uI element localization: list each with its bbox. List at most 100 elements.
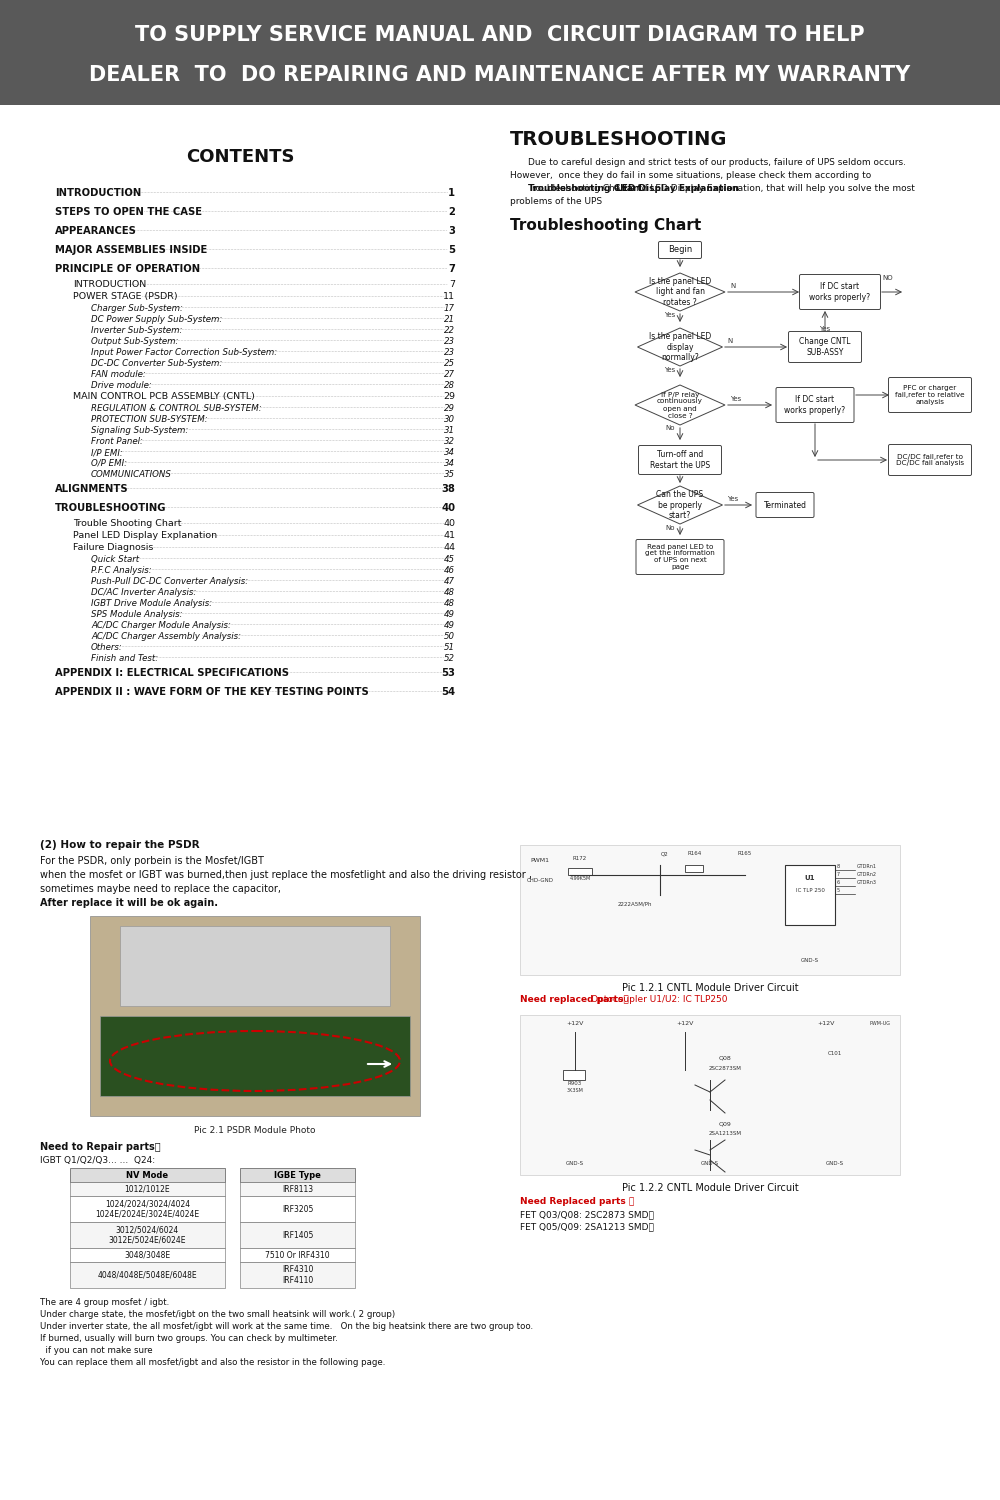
Text: problems of the UPS: problems of the UPS xyxy=(510,196,602,206)
Text: INTRODUCTION: INTRODUCTION xyxy=(73,280,146,290)
Text: PWM-UG: PWM-UG xyxy=(869,1022,890,1026)
FancyBboxPatch shape xyxy=(776,387,854,423)
Text: 31: 31 xyxy=(444,426,455,435)
Text: Due to careful design and strict tests of our products, failure of UPS seldom oc: Due to careful design and strict tests o… xyxy=(528,158,906,166)
Text: Begin: Begin xyxy=(668,246,692,255)
Polygon shape xyxy=(638,328,722,366)
Text: DC-DC Converter Sub-System:: DC-DC Converter Sub-System: xyxy=(91,358,222,368)
Text: FET Q03/Q08: 2SC2873 SMD；: FET Q03/Q08: 2SC2873 SMD； xyxy=(520,1210,654,1219)
Text: 2SA1213SM: 2SA1213SM xyxy=(708,1131,742,1136)
Text: Finish and Test:: Finish and Test: xyxy=(91,654,158,663)
Text: IRF4310
IRF4110: IRF4310 IRF4110 xyxy=(282,1266,313,1284)
Text: 51: 51 xyxy=(444,644,455,652)
Text: 49: 49 xyxy=(444,621,455,630)
Text: IGBT Drive Module Analysis:: IGBT Drive Module Analysis: xyxy=(91,598,212,608)
Polygon shape xyxy=(635,386,725,424)
FancyBboxPatch shape xyxy=(658,242,702,258)
Text: 1012/1012E: 1012/1012E xyxy=(125,1185,170,1194)
Text: Is the panel LED
light and fan
rotates ?: Is the panel LED light and fan rotates ? xyxy=(649,278,711,308)
Text: Troubleshooting Chart and LED Display Explanation, that will help you solve the : Troubleshooting Chart and LED Display Ex… xyxy=(528,184,915,194)
Text: Signaling Sub-System:: Signaling Sub-System: xyxy=(91,426,188,435)
Text: GND-S: GND-S xyxy=(566,1161,584,1166)
FancyBboxPatch shape xyxy=(889,444,972,476)
Bar xyxy=(563,1070,585,1080)
Polygon shape xyxy=(635,273,725,310)
Text: GND-S: GND-S xyxy=(801,958,819,963)
Text: If DC start
works properly?: If DC start works properly? xyxy=(784,396,846,414)
Text: 8: 8 xyxy=(837,864,840,868)
Text: POWER STAGE (PSDR): POWER STAGE (PSDR) xyxy=(73,292,178,302)
Text: 44: 44 xyxy=(443,543,455,552)
Text: IRF1405: IRF1405 xyxy=(282,1230,313,1239)
Bar xyxy=(240,1248,355,1262)
Text: 3: 3 xyxy=(448,226,455,236)
Text: 29: 29 xyxy=(444,404,455,412)
Bar xyxy=(0,0,1000,105)
Bar xyxy=(520,844,900,975)
Text: 30: 30 xyxy=(444,416,455,424)
Text: You can replace them all mosfet/igbt and also the resistor in the following page: You can replace them all mosfet/igbt and… xyxy=(40,1358,385,1366)
Text: PRINCIPLE OF OPERATION: PRINCIPLE OF OPERATION xyxy=(55,264,200,274)
Text: IGBE Type: IGBE Type xyxy=(274,1170,321,1179)
Bar xyxy=(70,1222,225,1248)
Text: Output Sub-System:: Output Sub-System: xyxy=(91,338,178,346)
Text: AC/DC Charger Module Analysis:: AC/DC Charger Module Analysis: xyxy=(91,621,231,630)
Text: Read panel LED to
get the information
of UPS on next
page: Read panel LED to get the information of… xyxy=(645,543,715,570)
FancyBboxPatch shape xyxy=(756,492,814,517)
Text: 4.99K5M: 4.99K5M xyxy=(569,876,591,880)
Text: I/P EMI:: I/P EMI: xyxy=(91,448,123,458)
Text: 1024/2024/3024/4024
1024E/2024E/3024E/4024E: 1024/2024/3024/4024 1024E/2024E/3024E/40… xyxy=(95,1200,200,1218)
Text: TROUBLESHOOTING: TROUBLESHOOTING xyxy=(55,503,166,513)
Text: No: No xyxy=(666,424,675,430)
Text: GND-S: GND-S xyxy=(826,1161,844,1166)
Text: Need replaced parts：: Need replaced parts： xyxy=(520,994,632,1004)
Text: 35: 35 xyxy=(444,470,455,478)
Text: 23: 23 xyxy=(444,338,455,346)
Text: Yes: Yes xyxy=(664,312,675,318)
Text: 7: 7 xyxy=(449,280,455,290)
Text: GND-S: GND-S xyxy=(701,1161,719,1166)
Bar xyxy=(685,865,703,871)
Text: R903: R903 xyxy=(568,1082,582,1086)
Bar xyxy=(100,1016,410,1096)
Text: 25: 25 xyxy=(444,358,455,368)
Text: After replace it will be ok again.: After replace it will be ok again. xyxy=(40,898,218,908)
Text: DC/DC fail,refer to
DC/DC fail analysis: DC/DC fail,refer to DC/DC fail analysis xyxy=(896,453,964,466)
Text: IRF8113: IRF8113 xyxy=(282,1185,313,1194)
Text: 40: 40 xyxy=(441,503,455,513)
Text: when the mosfet or IGBT was burned,then just replace the mosfetlight and also th: when the mosfet or IGBT was burned,then … xyxy=(40,870,532,880)
Text: APPENDIX II : WAVE FORM OF THE KEY TESTING POINTS: APPENDIX II : WAVE FORM OF THE KEY TESTI… xyxy=(55,687,369,698)
Bar xyxy=(240,1168,355,1182)
Text: For the PSDR, only porbein is the Mosfet/IGBT: For the PSDR, only porbein is the Mosfet… xyxy=(40,856,264,865)
Text: DC/AC Inverter Analysis:: DC/AC Inverter Analysis: xyxy=(91,588,196,597)
Text: R165: R165 xyxy=(738,850,752,856)
Text: GTDRn3: GTDRn3 xyxy=(857,880,877,885)
Bar xyxy=(568,868,592,874)
FancyBboxPatch shape xyxy=(800,274,881,309)
Text: 40: 40 xyxy=(443,519,455,528)
Text: 27: 27 xyxy=(444,370,455,380)
Text: CONTENTS: CONTENTS xyxy=(186,148,294,166)
Text: 49: 49 xyxy=(444,610,455,620)
Text: Troubleshooting Chart: Troubleshooting Chart xyxy=(510,217,701,232)
Text: 21: 21 xyxy=(444,315,455,324)
Bar xyxy=(240,1182,355,1196)
Text: Front Panel:: Front Panel: xyxy=(91,436,143,445)
Text: Yes: Yes xyxy=(730,396,741,402)
Text: AC/DC Charger Assembly Analysis:: AC/DC Charger Assembly Analysis: xyxy=(91,632,241,640)
Text: 54: 54 xyxy=(441,687,455,698)
Text: Failure Diagnosis: Failure Diagnosis xyxy=(73,543,153,552)
FancyBboxPatch shape xyxy=(639,446,722,474)
Text: TO SUPPLY SERVICE MANUAL AND  CIRCUIT DIAGRAM TO HELP: TO SUPPLY SERVICE MANUAL AND CIRCUIT DIA… xyxy=(135,26,865,45)
Text: Inverter Sub-System:: Inverter Sub-System: xyxy=(91,326,182,334)
Text: Q08: Q08 xyxy=(719,1056,731,1060)
Text: 1: 1 xyxy=(448,188,455,198)
Text: 5: 5 xyxy=(448,244,455,255)
Text: IGBT Q1/Q2/Q3... ...  Q24:: IGBT Q1/Q2/Q3... ... Q24: xyxy=(40,1156,155,1166)
Text: O/P EMI:: O/P EMI: xyxy=(91,459,127,468)
Text: U1: U1 xyxy=(805,874,815,880)
Text: NV Mode: NV Mode xyxy=(126,1170,169,1179)
Text: STEPS TO OPEN THE CASE: STEPS TO OPEN THE CASE xyxy=(55,207,202,218)
Text: Q09: Q09 xyxy=(719,1120,731,1126)
Text: if you can not make sure: if you can not make sure xyxy=(40,1346,153,1354)
